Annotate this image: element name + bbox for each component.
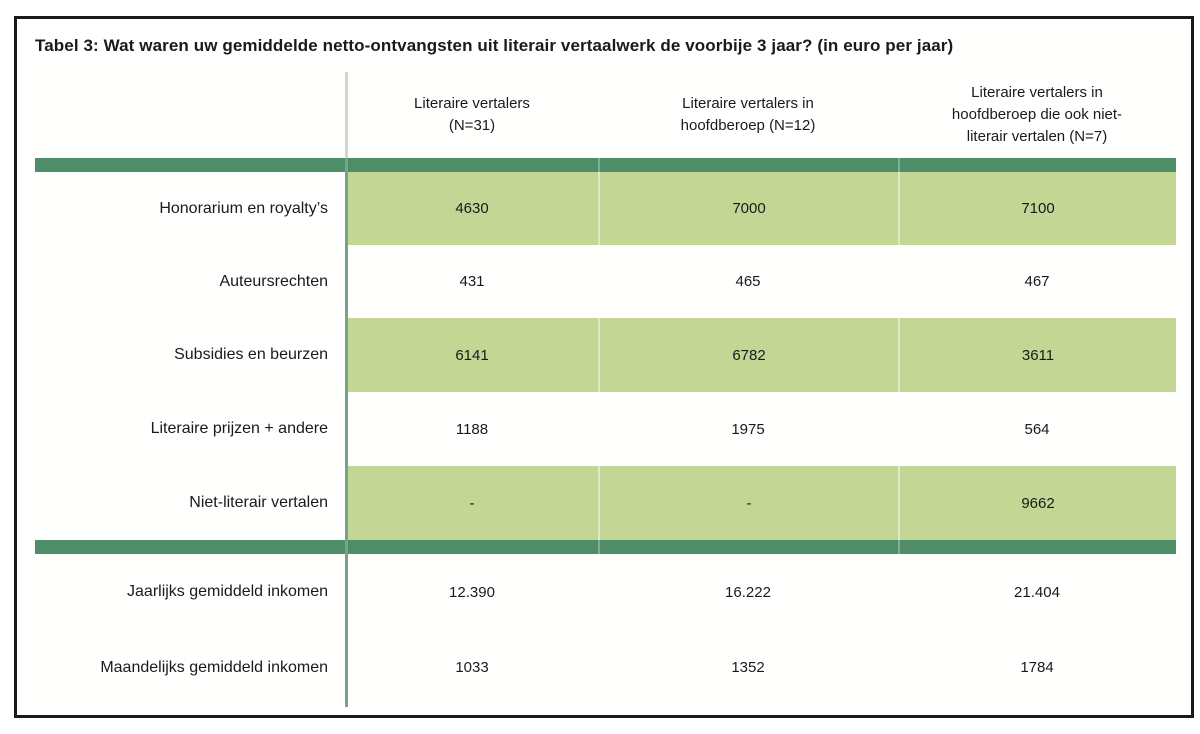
column-header-niet-literair: Literaire vertalers in hoofdberoep die o… (898, 72, 1176, 158)
value-cell: 3611 (898, 318, 1176, 392)
value-cell: 9662 (898, 466, 1176, 540)
value-cell: - (598, 466, 898, 540)
divider-bar-segment (346, 158, 598, 172)
row-label: Auteursrechten (219, 272, 328, 290)
value-cell: 6141 (346, 318, 598, 392)
value-cell: 6782 (598, 318, 898, 392)
divider-bar-segment (898, 540, 1176, 554)
value-cell: 1975 (731, 420, 765, 438)
column-header-line: Literaire vertalers in (682, 95, 814, 112)
table-frame: Tabel 3: Wat waren uw gemiddelde netto-o… (14, 16, 1194, 718)
column-header-literaire-vertalers: Literaire vertalers (N=31) (346, 72, 598, 158)
column-header-hoofdberoep: Literaire vertalers in hoofdberoep (N=12… (598, 72, 898, 158)
income-table: Tabel 3: Wat waren uw gemiddelde netto-o… (35, 19, 1176, 707)
row-label: Maandelijks gemiddeld inkomen (100, 658, 328, 676)
value-cell: 465 (735, 273, 761, 290)
value-cell: 1033 (455, 659, 489, 676)
value-cell: 1188 (455, 420, 489, 438)
divider-bar-segment (898, 158, 1176, 172)
column-header-line: Literaire vertalers in (971, 84, 1103, 101)
column-header-line: hoofdberoep die ook niet- (951, 106, 1123, 123)
value-cell: 21.404 (1014, 583, 1060, 601)
row-label: Honorarium en royalty’s (159, 199, 328, 217)
header-spacer (35, 72, 346, 158)
divider-bar-segment (35, 540, 346, 554)
row-label: Subsidies en beurzen (174, 346, 328, 363)
value-cell: 431 (459, 273, 485, 290)
table-title: Tabel 3: Wat waren uw gemiddelde netto-o… (35, 35, 954, 55)
column-header-line: hoofdberoep (N=12) (680, 117, 816, 134)
value-cell: 467 (1024, 273, 1050, 290)
value-cell: 12.390 (449, 583, 495, 601)
column-header-line: Literaire vertalers (414, 95, 530, 112)
row-label: Jaarlijks gemiddeld inkomen (127, 583, 328, 600)
value-cell: 7100 (898, 172, 1176, 245)
value-cell: 1784 (1020, 659, 1054, 676)
column-header-line: literair vertalen (N=7) (966, 128, 1108, 145)
divider-bar-segment (346, 540, 598, 554)
value-cell: 564 (1024, 420, 1050, 438)
column-rule (345, 158, 348, 707)
value-cell: 4630 (346, 172, 598, 245)
column-header-line: (N=31) (448, 117, 496, 134)
value-cell: 1352 (731, 659, 765, 676)
row-label: Literaire prijzen + andere (150, 420, 328, 437)
value-cell: 16.222 (725, 583, 771, 601)
value-cell: 7000 (598, 172, 898, 245)
row-label: Niet-literair vertalen (189, 494, 328, 511)
divider-bar-segment (598, 540, 898, 554)
divider-bar-segment (598, 158, 898, 172)
value-cell: - (346, 466, 598, 540)
divider-bar-segment (35, 158, 346, 172)
header-column-rule (345, 72, 348, 158)
